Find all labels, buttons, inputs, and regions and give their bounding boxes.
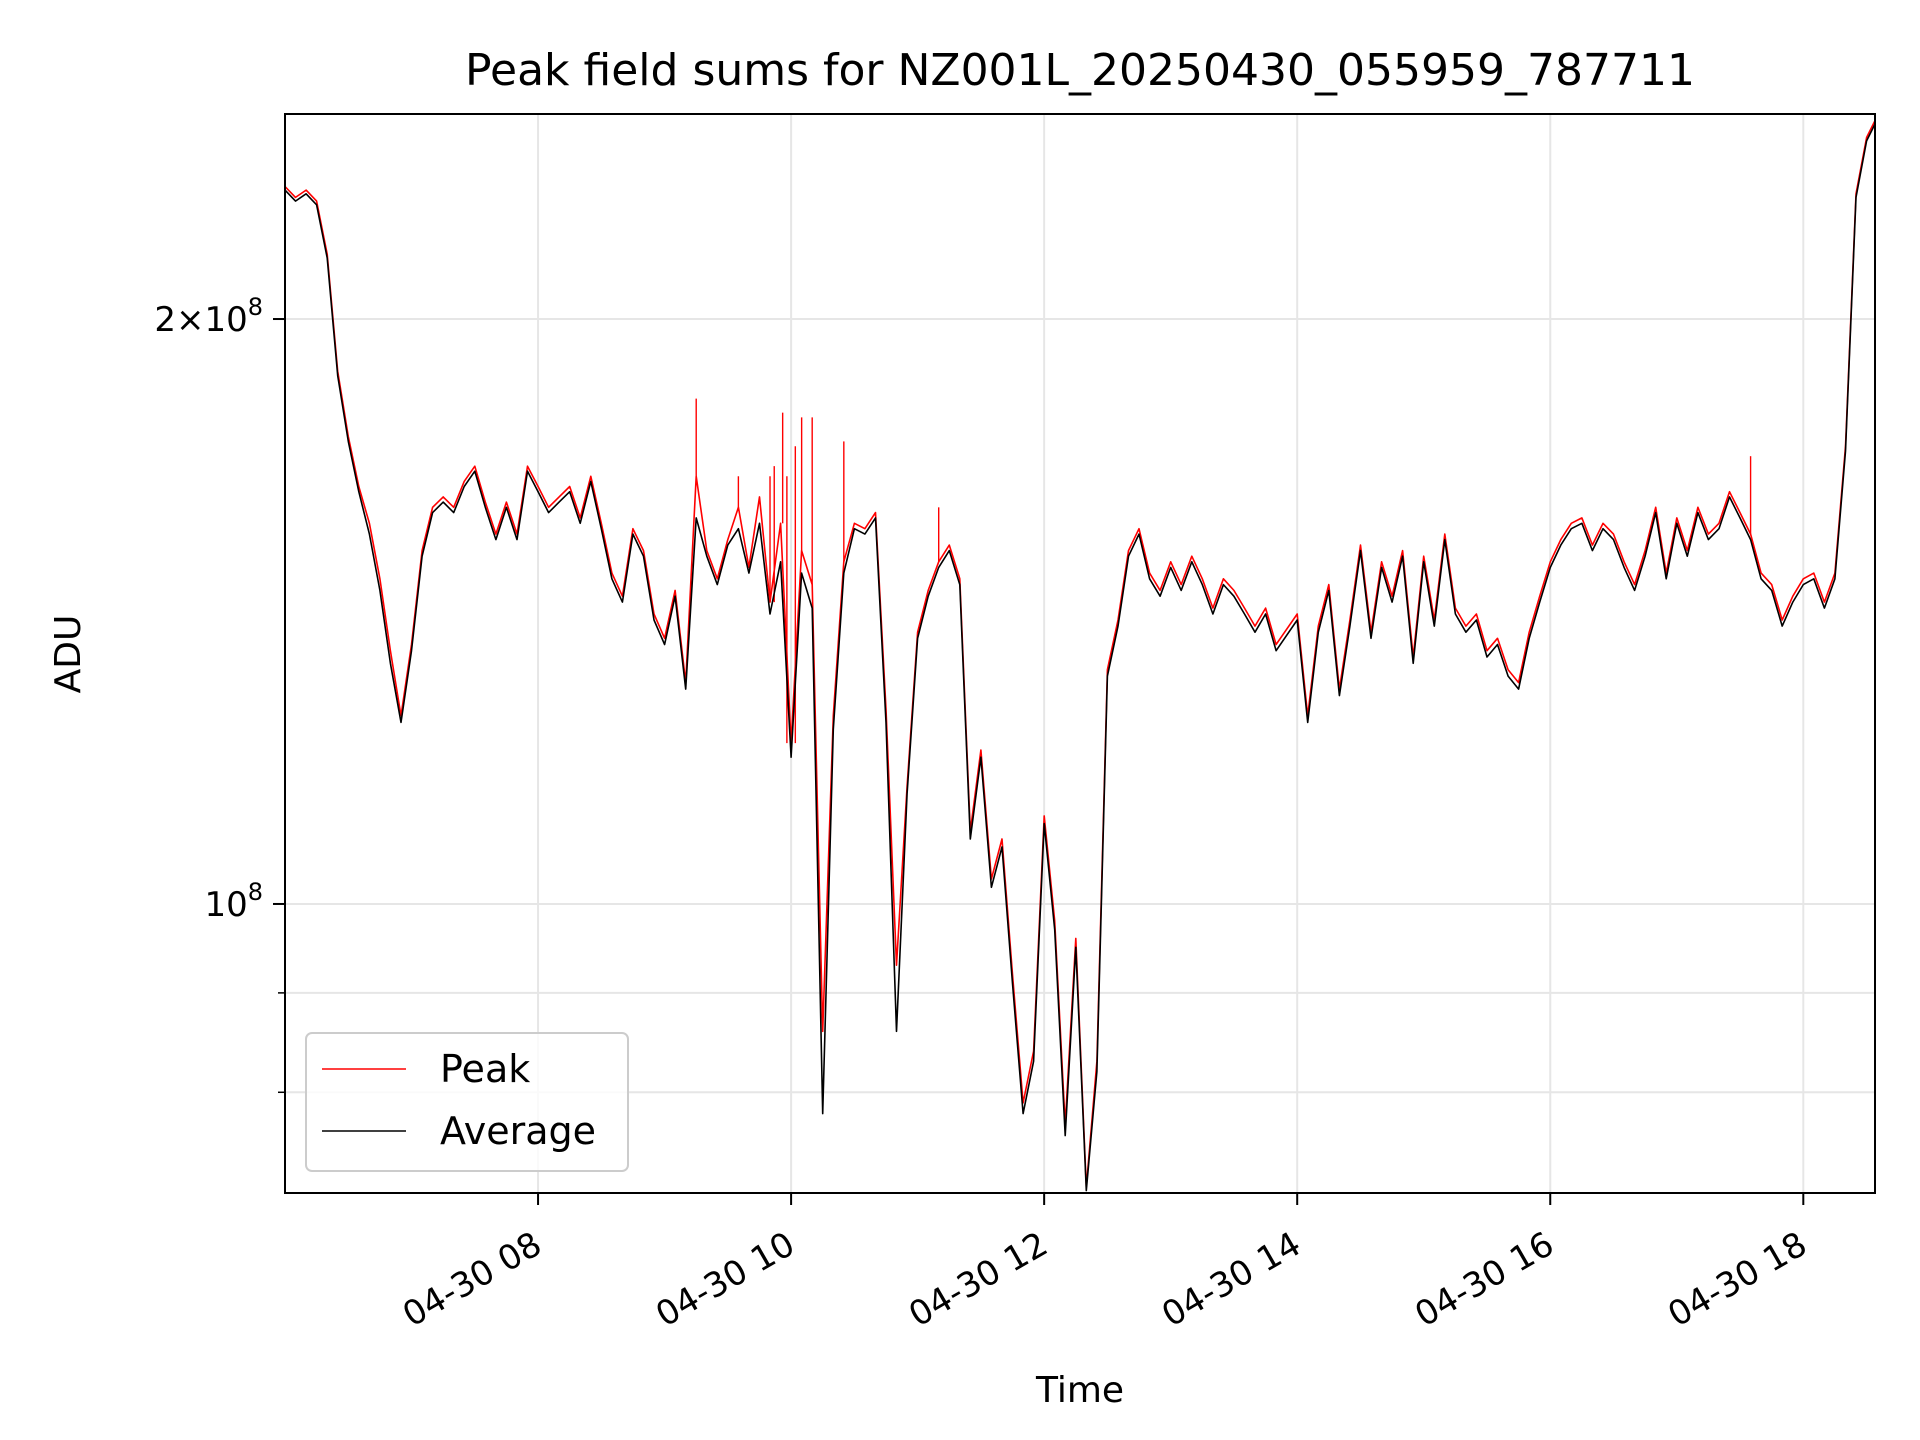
y-axis-label: ADU [48,615,89,694]
grid [285,114,1875,1193]
chart-title: Peak field sums for NZ001L_20250430_0559… [465,45,1695,96]
legend-box [305,1032,629,1172]
series-layer [285,120,1875,1192]
x-axis-label: Time [1035,1370,1124,1411]
legend-label-peak: Peak [440,1047,530,1091]
y-axis: 108 2×108 [154,293,285,1094]
y-tick-label: 108 [204,878,263,925]
legend-label-average: Average [440,1109,596,1153]
plot-frame [284,113,1876,1194]
series-line-average [285,123,1875,1192]
y-tick-label: 2×108 [154,293,263,340]
legend: Peak Average [305,1032,629,1172]
series-line-peak [285,120,1875,1188]
